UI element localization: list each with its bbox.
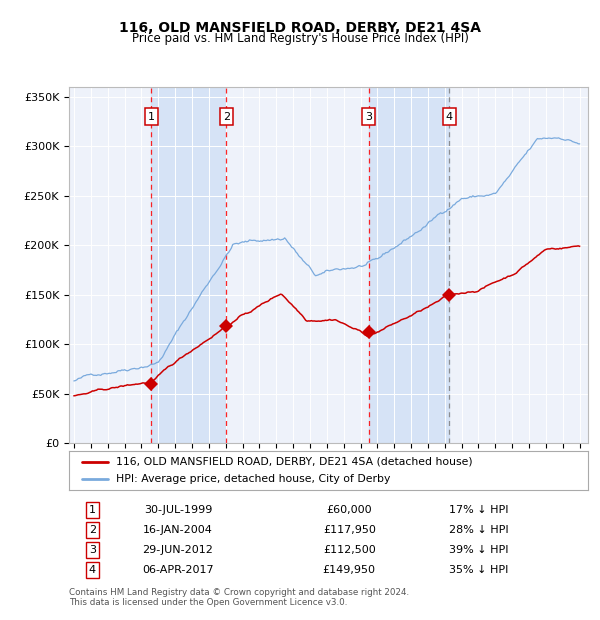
Text: 1: 1 xyxy=(89,505,96,515)
Text: 16-JAN-2004: 16-JAN-2004 xyxy=(143,525,213,535)
Text: 29-JUN-2012: 29-JUN-2012 xyxy=(143,545,214,555)
Text: £60,000: £60,000 xyxy=(326,505,372,515)
Text: £117,950: £117,950 xyxy=(323,525,376,535)
Text: Price paid vs. HM Land Registry's House Price Index (HPI): Price paid vs. HM Land Registry's House … xyxy=(131,32,469,45)
Text: 30-JUL-1999: 30-JUL-1999 xyxy=(144,505,212,515)
Text: 39% ↓ HPI: 39% ↓ HPI xyxy=(449,545,509,555)
Text: 28% ↓ HPI: 28% ↓ HPI xyxy=(449,525,509,535)
Text: 35% ↓ HPI: 35% ↓ HPI xyxy=(449,565,509,575)
Text: £149,950: £149,950 xyxy=(323,565,376,575)
Bar xyxy=(151,87,226,443)
Text: 4: 4 xyxy=(89,565,96,575)
Text: 1: 1 xyxy=(148,112,155,122)
Text: £112,500: £112,500 xyxy=(323,545,376,555)
Text: 06-APR-2017: 06-APR-2017 xyxy=(142,565,214,575)
Text: 3: 3 xyxy=(365,112,372,122)
Bar xyxy=(369,87,449,443)
Text: 2: 2 xyxy=(89,525,96,535)
Text: HPI: Average price, detached house, City of Derby: HPI: Average price, detached house, City… xyxy=(116,474,390,484)
Text: 4: 4 xyxy=(446,112,453,122)
Text: 17% ↓ HPI: 17% ↓ HPI xyxy=(449,505,509,515)
Text: This data is licensed under the Open Government Licence v3.0.: This data is licensed under the Open Gov… xyxy=(69,598,347,607)
Text: 3: 3 xyxy=(89,545,96,555)
Text: 116, OLD MANSFIELD ROAD, DERBY, DE21 4SA: 116, OLD MANSFIELD ROAD, DERBY, DE21 4SA xyxy=(119,21,481,35)
Text: 2: 2 xyxy=(223,112,230,122)
Text: 116, OLD MANSFIELD ROAD, DERBY, DE21 4SA (detached house): 116, OLD MANSFIELD ROAD, DERBY, DE21 4SA… xyxy=(116,457,472,467)
Text: Contains HM Land Registry data © Crown copyright and database right 2024.: Contains HM Land Registry data © Crown c… xyxy=(69,588,409,597)
